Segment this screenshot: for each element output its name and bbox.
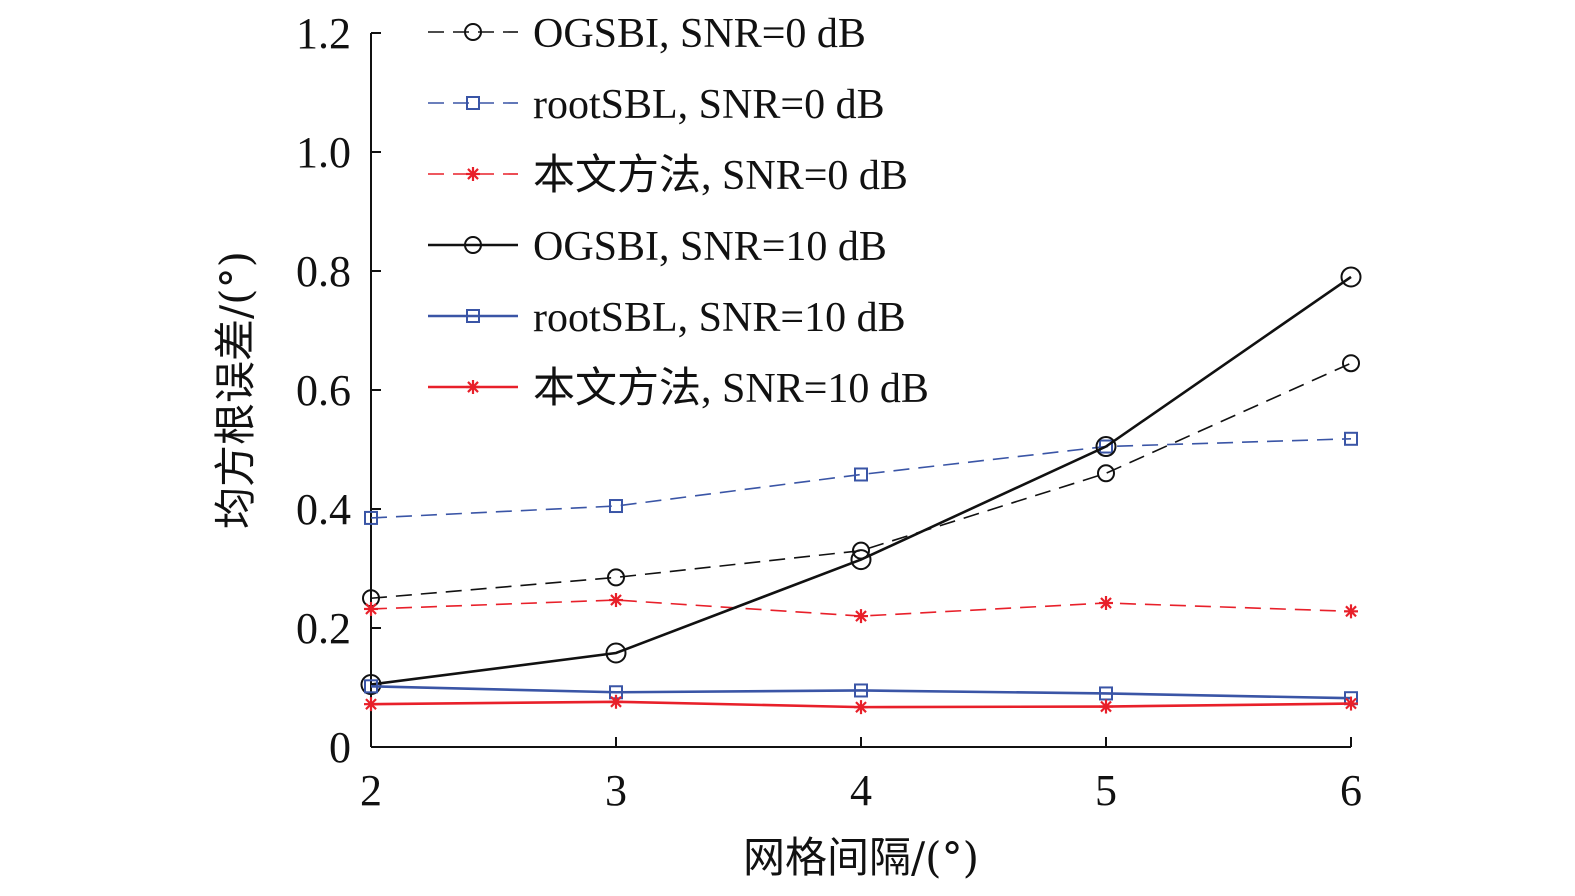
data-point [1344, 604, 1358, 619]
legend-item-5: rootSBL, SNR=10 dB [428, 295, 906, 341]
data-point [850, 549, 872, 571]
series-line [370, 362, 1352, 600]
legend-item-6: 本文方法, SNR=10 dB [428, 365, 929, 412]
legend-marker [466, 309, 480, 323]
legend-label: rootSBL, SNR=0 dB [533, 82, 885, 128]
legend-label: rootSBL, SNR=10 dB [533, 295, 906, 341]
legend-marker [466, 167, 480, 181]
legend-item-4: OGSBI, SNR=10 dB [428, 224, 887, 270]
y-tick-label: 1.0 [296, 128, 351, 177]
y-tick-label: 0.8 [296, 247, 351, 296]
series-line [370, 685, 1352, 700]
data-point [1344, 696, 1358, 711]
legend-label: OGSBI, SNR=10 dB [533, 224, 887, 270]
x-tick-label: 5 [1095, 766, 1117, 815]
legend-marker [464, 236, 482, 254]
chart-legend: OGSBI, SNR=0 dB rootSBL, SNR=0 dB 本文方法, SN… [428, 11, 929, 412]
y-axis-label: 均方根误差/(°) [211, 251, 260, 529]
series-layer [360, 266, 1362, 715]
legend-marker [464, 23, 482, 41]
data-point [1099, 686, 1113, 701]
legend-label: OGSBI, SNR=0 dB [533, 11, 866, 57]
legend-item-1: OGSBI, SNR=0 dB [428, 11, 866, 57]
data-point [364, 679, 378, 694]
legend-marker [466, 96, 480, 110]
data-point [360, 674, 382, 696]
data-point [1340, 266, 1362, 288]
data-point [609, 694, 623, 709]
y-tick-label: 0.4 [296, 485, 351, 534]
data-point [609, 593, 623, 608]
series-2 [364, 431, 1358, 525]
y-tick-label: 0.2 [296, 604, 351, 653]
series-line [370, 275, 1352, 686]
data-point [1099, 596, 1113, 611]
x-tick-label: 3 [605, 766, 627, 815]
data-point [854, 609, 868, 624]
chart-axes: 0 0.2 0.4 0.6 0.8 1.0 1.2 2 3 4 5 6 [296, 9, 1362, 815]
x-axis-label: 网格间隔/(°) [743, 833, 979, 882]
data-point [364, 510, 378, 525]
legend-item-3: 本文方法, SNR=0 dB [428, 152, 908, 199]
data-point [854, 467, 868, 482]
y-tick-label: 0 [329, 723, 351, 772]
data-point [607, 568, 625, 587]
x-tick-label: 4 [850, 766, 872, 815]
data-point [1099, 699, 1113, 714]
data-point [364, 697, 378, 712]
data-point [1099, 439, 1113, 454]
data-point [609, 499, 623, 514]
x-tick-label: 6 [1340, 766, 1362, 815]
data-point [364, 601, 378, 616]
x-tick-label: 2 [360, 766, 382, 815]
data-point [1097, 464, 1115, 483]
data-point [605, 642, 627, 664]
data-point [1344, 431, 1358, 446]
data-point [854, 683, 868, 698]
data-point [1342, 354, 1360, 373]
series-line [370, 437, 1352, 519]
data-point [854, 700, 868, 715]
y-tick-label: 0.6 [296, 366, 351, 415]
y-tick-label: 1.2 [296, 9, 351, 58]
legend-marker [466, 380, 480, 394]
series-6 [364, 694, 1358, 715]
data-point [1095, 436, 1117, 458]
legend-label: 本文方法, SNR=0 dB [533, 152, 908, 199]
legend-label: 本文方法, SNR=10 dB [533, 365, 929, 412]
series-4 [360, 266, 1362, 696]
legend-item-2: rootSBL, SNR=0 dB [428, 82, 885, 128]
series-3 [364, 593, 1358, 624]
